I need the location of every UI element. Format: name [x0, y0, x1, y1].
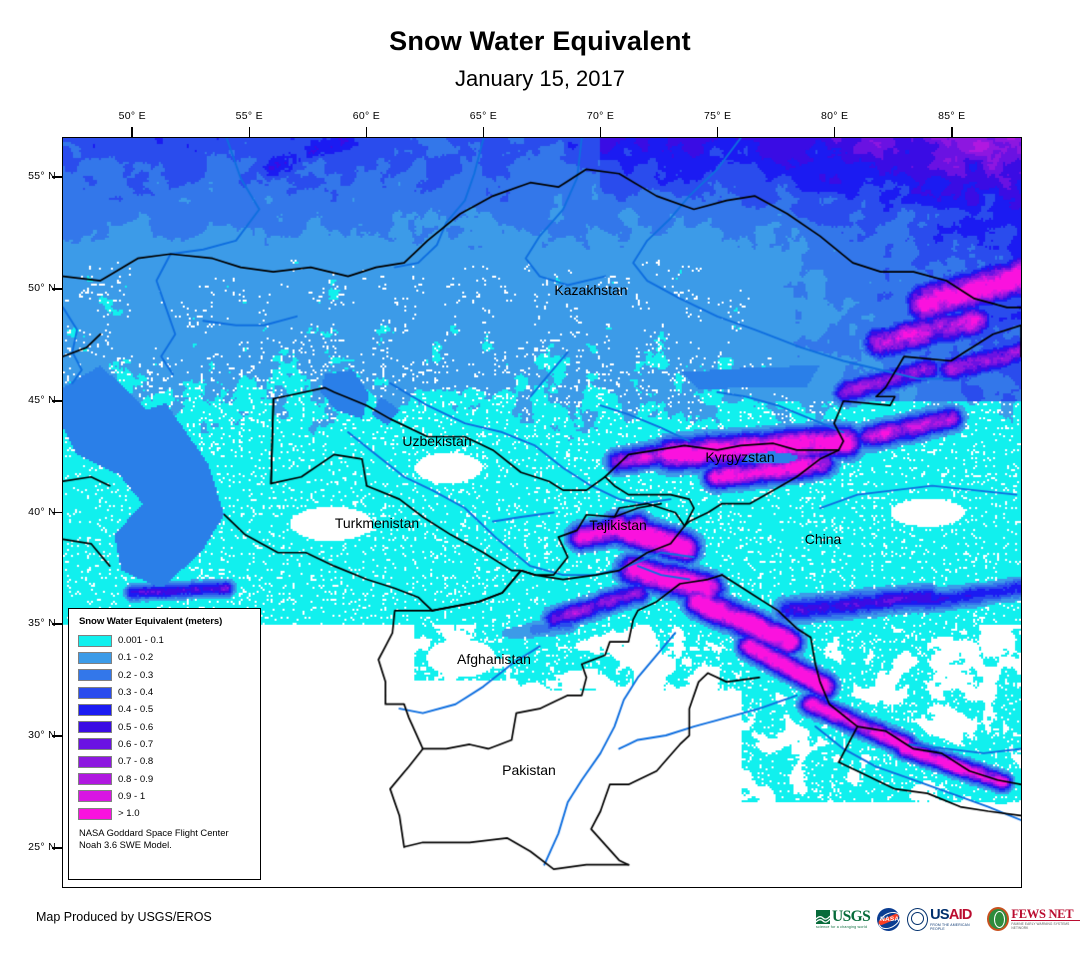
- lat-tick-mark-50: [52, 288, 62, 290]
- legend-row: 0.001 - 0.1: [78, 632, 252, 649]
- usaid-tagline: FROM THE AMERICAN PEOPLE: [930, 922, 970, 931]
- legend-row: 0.5 - 0.6: [78, 718, 252, 735]
- page-subtitle: January 15, 2017: [454, 66, 626, 91]
- fews-net-tagline: FAMINE EARLY WARNING SYSTEMS NETWORK: [1011, 922, 1070, 931]
- legend-swatch: [78, 807, 112, 820]
- lon-tick-label-60: 60° E: [352, 110, 381, 122]
- legend-swatch: [78, 669, 112, 682]
- lat-tick-mark-25: [52, 846, 62, 849]
- lat-tick-label-45: 45° N: [28, 393, 56, 406]
- legend-row: 0.8 - 0.9: [78, 770, 252, 787]
- lon-tick-mark-80: [833, 127, 836, 137]
- lon-tick-label-65: 65° E: [469, 110, 498, 122]
- legend-swatch: [78, 721, 112, 734]
- fews-net-wordmark: FEWS NET: [1011, 906, 1074, 921]
- legend-class-list: 0.001 - 0.1 0.1 - 0.2 0.2 - 0.3 0.3 - 0.4 0.…: [78, 632, 252, 822]
- lon-tick-mark-60: [365, 127, 368, 137]
- page-title: Snow Water Equivalent: [389, 26, 691, 56]
- usaid-wordmark: USAID: [930, 906, 972, 923]
- lon-tick-mark-65: [482, 127, 485, 137]
- legend-label: 0.2 - 0.3: [118, 669, 154, 681]
- legend-label: 0.1 - 0.2: [118, 652, 154, 664]
- usgs-tagline: science for a changing world: [816, 925, 868, 929]
- lat-tick-label-55: 55° N: [28, 170, 56, 183]
- legend-label: 0.6 - 0.7: [118, 738, 154, 750]
- lat-tick-mark-35: [52, 623, 62, 626]
- usgs-mark-icon: [816, 909, 830, 924]
- legend-label: 0.8 - 0.9: [118, 773, 154, 785]
- lat-tick-label-25: 25° N: [28, 840, 56, 853]
- lon-tick-mark-50: [131, 127, 134, 137]
- legend-row: 0.7 - 0.8: [78, 753, 252, 770]
- legend-row: 0.4 - 0.5: [78, 701, 252, 718]
- lon-tick-label-80: 80° E: [821, 110, 849, 122]
- legend-label: 0.7 - 0.8: [118, 756, 154, 768]
- lon-tick-label-50: 50° E: [118, 110, 146, 122]
- lat-tick-mark-55: [52, 176, 62, 179]
- legend-swatch: [78, 703, 112, 716]
- legend-row: 0.3 - 0.4: [78, 684, 252, 701]
- lat-tick-mark-40: [52, 511, 62, 514]
- legend-credit-line-1: NASA Goddard Space Flight Center: [79, 827, 229, 839]
- legend-label: 0.3 - 0.4: [118, 687, 154, 699]
- footer-credit: Map Produced by USGS/EROS: [36, 910, 212, 924]
- legend-row: 0.9 - 1: [78, 788, 252, 805]
- lat-tick-label-30: 30° N: [28, 729, 56, 741]
- legend-row: 0.6 - 0.7: [78, 736, 252, 753]
- logo-bar: USGS science for a changing world NASA U…: [816, 906, 1080, 932]
- usaid-logo: USAID FROM THE AMERICAN PEOPLE: [907, 906, 980, 932]
- legend-label: > 1.0: [118, 808, 140, 820]
- usgs-logo: USGS science for a changing world: [816, 906, 871, 932]
- legend-swatch: [78, 790, 112, 803]
- fews-globe-icon: [987, 907, 1010, 931]
- lon-tick-label-85: 85° E: [938, 110, 966, 122]
- usaid-seal-icon: [907, 907, 929, 931]
- lon-tick-mark-70: [599, 127, 602, 137]
- legend-label: 0.001 - 0.1: [118, 635, 164, 647]
- legend-label: 0.9 - 1: [118, 790, 146, 802]
- lon-tick-label-70: 70° E: [586, 110, 615, 122]
- lat-tick-label-35: 35° N: [28, 617, 56, 630]
- legend-row: > 1.0: [78, 805, 252, 822]
- legend-panel: Snow Water Equivalent (meters) 0.001 - 0…: [68, 608, 261, 880]
- legend-row: 0.2 - 0.3: [78, 667, 252, 684]
- legend-swatch: [78, 773, 112, 786]
- lat-tick-label-50: 50° N: [28, 281, 56, 294]
- legend-row: 0.1 - 0.2: [78, 649, 252, 666]
- legend-swatch: [78, 755, 112, 768]
- legend-label: 0.5 - 0.6: [118, 721, 154, 733]
- lon-tick-mark-85: [950, 127, 953, 137]
- legend-title: Snow Water Equivalent (meters): [79, 616, 223, 627]
- lon-tick-label-55: 55° E: [235, 110, 263, 122]
- usgs-wordmark: USGS: [832, 908, 871, 925]
- nasa-logo: NASA: [877, 906, 901, 932]
- legend-swatch: [78, 686, 112, 699]
- lat-tick-mark-30: [52, 735, 62, 737]
- legend-swatch: [78, 651, 112, 664]
- legend-credit-line-2: Noah 3.6 SWE Model.: [79, 838, 172, 850]
- fews-net-logo: FEWS NET FAMINE EARLY WARNING SYSTEMS NE…: [987, 906, 1080, 932]
- lon-tick-label-75: 75° E: [703, 110, 732, 122]
- legend-swatch: [78, 738, 112, 751]
- lon-tick-mark-75: [716, 127, 719, 137]
- lat-tick-mark-45: [52, 399, 62, 402]
- lat-tick-label-40: 40° N: [28, 505, 56, 518]
- lon-tick-mark-55: [248, 127, 251, 137]
- legend-credit: NASA Goddard Space Flight Center Noah 3.…: [79, 827, 252, 850]
- legend-swatch: [78, 634, 112, 647]
- legend-label: 0.4 - 0.5: [118, 704, 154, 716]
- nasa-meatball-icon: NASA: [877, 907, 901, 931]
